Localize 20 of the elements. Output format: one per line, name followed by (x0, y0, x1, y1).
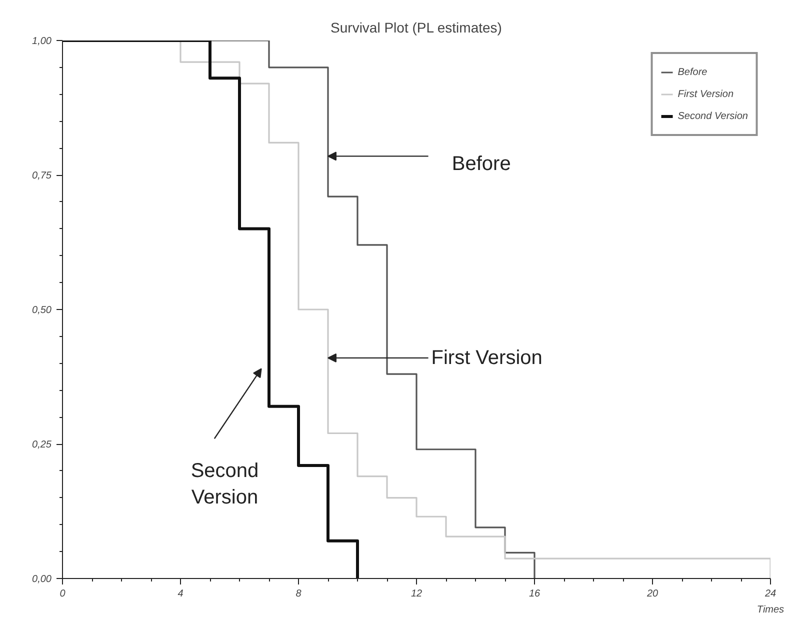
annotation: Before (452, 153, 511, 176)
legend-label: Before (678, 66, 708, 78)
annotation: Second Version (190, 460, 259, 509)
x-tick-label: 8 (296, 588, 302, 600)
x-axis-title: Times (756, 604, 784, 616)
x-tick-label: 0 (60, 588, 66, 600)
y-tick-label: 0,50 (32, 305, 52, 316)
y-tick-label: 1,00 (32, 36, 52, 47)
x-tick-label: 24 (764, 588, 776, 600)
y-tick-label: 0,75 (32, 170, 52, 182)
x-tick-label: 16 (528, 588, 540, 600)
x-tick-label: 20 (646, 588, 658, 600)
y-tick-label: 0,00 (32, 574, 52, 585)
legend-label: First Version (678, 88, 734, 100)
y-tick-label: 0,25 (32, 440, 52, 450)
x-tick-label: 4 (178, 588, 184, 600)
chart-title: Survival Plot (PL estimates) (330, 20, 502, 36)
x-tick-label: 12 (410, 588, 422, 600)
annotation: First Version (431, 346, 542, 369)
legend-label: Second Version (678, 110, 748, 122)
